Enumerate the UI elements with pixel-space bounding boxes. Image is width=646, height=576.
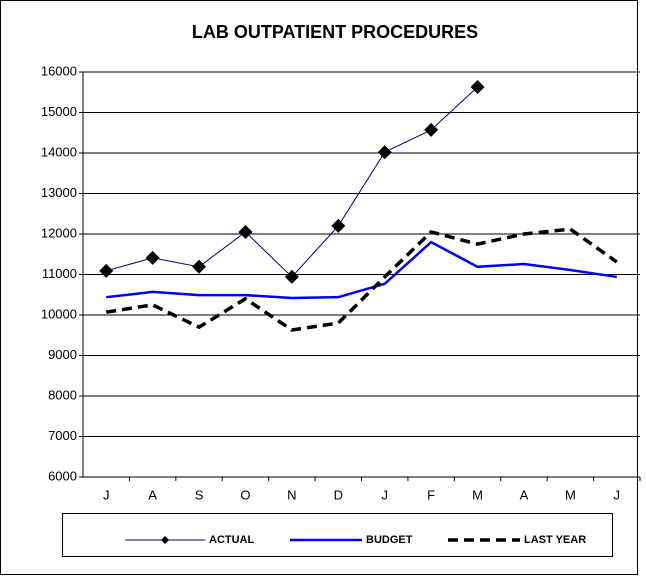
marker [238,224,253,239]
legend-marker [161,536,169,544]
marker [331,218,346,233]
chart-title: LAB OUTPATIENT PROCEDURES [192,22,478,42]
y-tick-label: 12000 [41,225,77,240]
legend-label: BUDGET [366,534,413,546]
x-tick-label: J [614,487,621,502]
marker [145,250,160,265]
x-tick-label: A [148,487,157,502]
x-tick-label: N [287,487,296,502]
legend-label: ACTUAL [209,534,254,546]
marker [377,145,392,160]
y-tick-label: 11000 [42,266,77,281]
x-tick-label: F [427,487,435,502]
y-tick-label: 10000 [41,306,77,321]
series-line [105,227,618,332]
legend-label: LAST YEAR [524,534,586,546]
y-tick-label: 14000 [41,144,77,159]
x-tick-label: D [334,487,343,502]
x-tick-label: J [381,487,388,502]
x-tick-label: M [472,487,483,502]
marker [99,263,114,278]
y-tick-label: 15000 [41,104,77,119]
y-tick-label: 6000 [48,468,77,483]
x-tick-label: A [520,487,529,502]
x-tick-label: O [240,487,250,502]
x-tick-label: M [565,487,576,502]
y-tick-label: 16000 [41,63,77,78]
x-tick-label: J [103,487,110,502]
marker [192,259,207,274]
y-tick-label: 7000 [48,428,77,443]
series-line [106,240,617,300]
y-tick-label: 8000 [48,387,77,402]
y-tick-label: 9000 [48,347,77,362]
x-tick-label: S [195,487,204,502]
marker [424,122,439,137]
y-tick-label: 13000 [41,185,77,200]
marker [470,79,485,94]
legend-box [62,513,613,557]
marker [284,269,299,284]
